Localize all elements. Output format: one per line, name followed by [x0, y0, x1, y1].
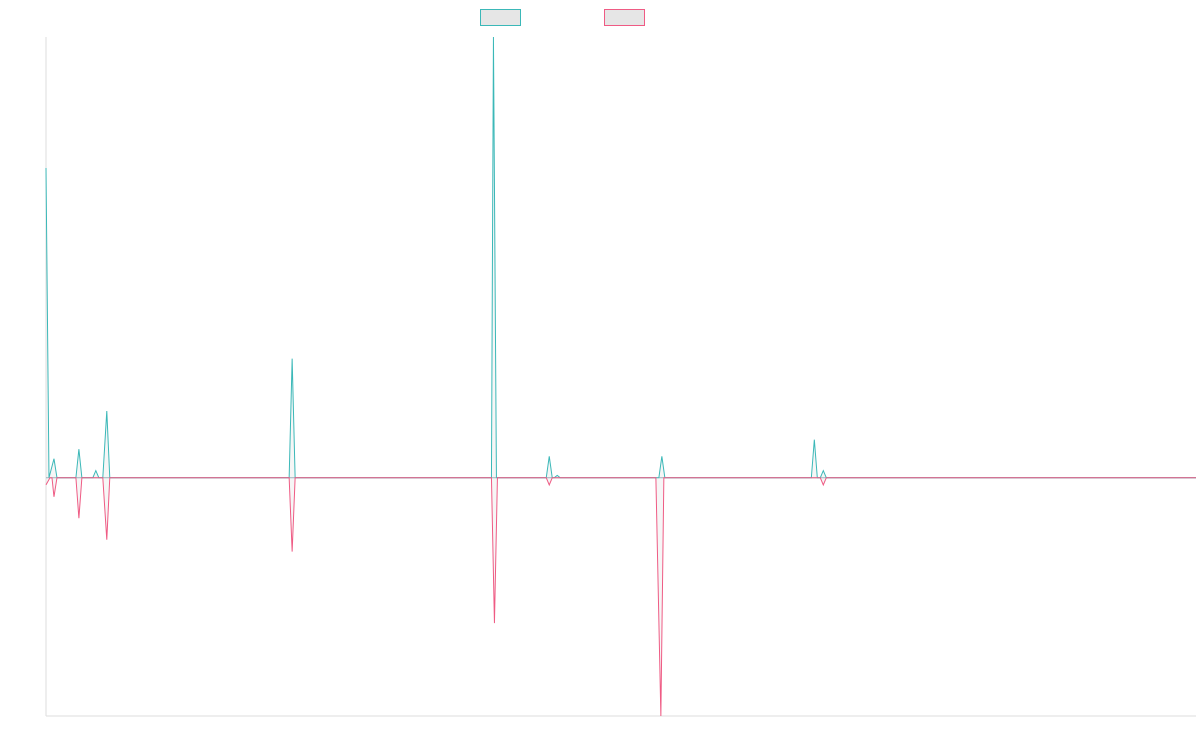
series-1-area — [46, 37, 1196, 478]
axes — [45, 37, 1196, 717]
series-2-area — [46, 477, 1196, 716]
series-2-line — [45, 477, 1196, 717]
series-layer — [45, 36, 1196, 717]
legend-swatch-series-1 — [480, 9, 521, 26]
series-1-line — [45, 36, 1196, 479]
legend — [480, 9, 645, 26]
legend-swatch-series-2 — [604, 9, 645, 26]
